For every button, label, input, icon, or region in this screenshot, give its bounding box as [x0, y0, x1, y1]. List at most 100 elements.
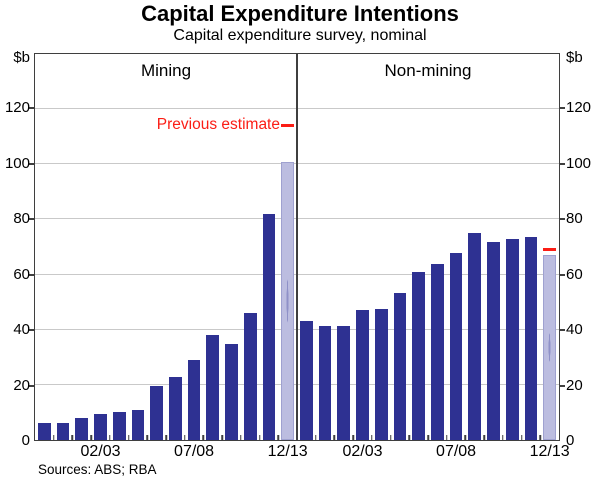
- previous-estimate-dash: [542, 248, 557, 252]
- bar-slot: [278, 54, 297, 440]
- bar-slot: [166, 54, 185, 440]
- bar: [318, 325, 332, 440]
- y-axis-label-left-80: 80: [13, 210, 30, 228]
- bar: [449, 252, 463, 440]
- y-tick-right-120: [560, 107, 565, 110]
- x-tick: [277, 435, 280, 440]
- x-tick: [258, 435, 261, 440]
- x-tick: [408, 435, 411, 440]
- bar-slot: [203, 54, 222, 440]
- bar-slot: [409, 54, 428, 440]
- x-axis-label-02-03: 02/03: [80, 443, 121, 460]
- panel-mining-header: Mining: [140, 61, 192, 80]
- bar-slot: [391, 54, 410, 440]
- bar-slot: [110, 54, 129, 440]
- y-axis-label-right-0: 0: [566, 432, 575, 449]
- y-axis-label-right-80: 80: [566, 210, 583, 228]
- bar: [505, 238, 519, 440]
- x-tick: [333, 435, 336, 440]
- bar-slot: [147, 54, 166, 440]
- y-tick-left-40: [29, 329, 34, 332]
- previous-estimate-dash: [280, 124, 295, 128]
- bar-slot: [353, 54, 372, 440]
- y-axis-label-right-40: 40: [566, 321, 583, 339]
- bar: [487, 241, 500, 440]
- bar: [225, 343, 238, 440]
- x-tick: [165, 435, 167, 440]
- bar: [393, 292, 407, 440]
- x-tick: [371, 435, 373, 440]
- y-tick-left-60: [29, 273, 34, 276]
- x-tick: [52, 435, 55, 440]
- x-axis-label-07-08: 07/08: [436, 443, 477, 460]
- bar-slot: [54, 54, 73, 440]
- y-tick-left-100: [29, 162, 34, 165]
- bar-slot: [428, 54, 447, 440]
- y-tick-right-40: [560, 329, 565, 332]
- y-axis-label-left-40: 40: [13, 321, 30, 339]
- x-tick: [90, 435, 92, 440]
- y-tick-right-20: [560, 384, 565, 387]
- bar-slot: [35, 54, 54, 440]
- bar-slot: [297, 54, 316, 440]
- y-tick-right-80: [560, 218, 565, 221]
- panel-non-mining-bars: 02/03 07/08 12/13: [297, 54, 570, 460]
- bar-slot: [222, 54, 241, 440]
- bar-slot: [372, 54, 391, 440]
- bar-slot: [185, 54, 204, 440]
- x-tick: [183, 435, 186, 440]
- bar: [374, 309, 388, 440]
- bar-slot: [91, 54, 110, 440]
- x-tick: [389, 435, 392, 440]
- bar: [337, 325, 351, 440]
- x-tick: [71, 435, 74, 440]
- panel-divider-line: [296, 54, 298, 440]
- x-tick: [520, 435, 523, 440]
- x-tick: [483, 435, 485, 440]
- bar-slot: [129, 54, 148, 440]
- bar: [187, 360, 201, 440]
- bar: [56, 423, 70, 440]
- bar: [75, 417, 89, 440]
- bar: [468, 233, 482, 440]
- x-tick: [539, 435, 542, 440]
- x-tick: [502, 435, 504, 440]
- y-tick-right-100: [560, 162, 565, 165]
- y-axis-label-left-0: 0: [21, 432, 30, 449]
- bar-slot: [241, 54, 260, 440]
- x-tick: [109, 435, 111, 440]
- y-axis-label-right-120: 120: [566, 99, 592, 117]
- bar-slot: [503, 54, 522, 440]
- bar-slot: [72, 54, 91, 440]
- x-tick: [464, 435, 467, 440]
- plot-area: Mining 02/03 07/08 12/13 Previous estimate…: [34, 53, 570, 460]
- x-tick: [314, 435, 317, 440]
- bar: [524, 237, 538, 440]
- bar-slot: [447, 54, 466, 440]
- panel-non-mining-header: Non-mining: [384, 61, 472, 80]
- bar: [262, 213, 276, 440]
- y-tick-left-120: [29, 107, 34, 110]
- bar: [112, 412, 126, 440]
- panel-mining-bars: 02/03 07/08 12/13: [35, 54, 308, 460]
- y-axis-label-left-120: 120: [4, 99, 30, 117]
- bar: [150, 386, 164, 440]
- bar-slot: [316, 54, 335, 440]
- y-axis-label-left-60: 60: [13, 265, 30, 283]
- bar-slot: [334, 54, 353, 440]
- x-tick: [202, 435, 205, 440]
- x-tick: [221, 435, 223, 440]
- bar: [412, 271, 426, 440]
- y-tick-left-20: [29, 384, 34, 387]
- x-tick: [127, 435, 130, 440]
- bar: [131, 409, 145, 440]
- bar: [356, 310, 369, 440]
- bar-slot: [540, 54, 559, 440]
- bar-slot: [484, 54, 503, 440]
- x-axis-label-12-13: 12/13: [267, 443, 308, 460]
- bar: [299, 321, 313, 440]
- bar: [37, 423, 51, 440]
- panel-mining: Mining 02/03 07/08 12/13 Previous estimate: [35, 54, 308, 460]
- x-axis-label-12-13: 12/13: [529, 443, 570, 460]
- source-note: Sources: ABS; RBA: [38, 462, 157, 477]
